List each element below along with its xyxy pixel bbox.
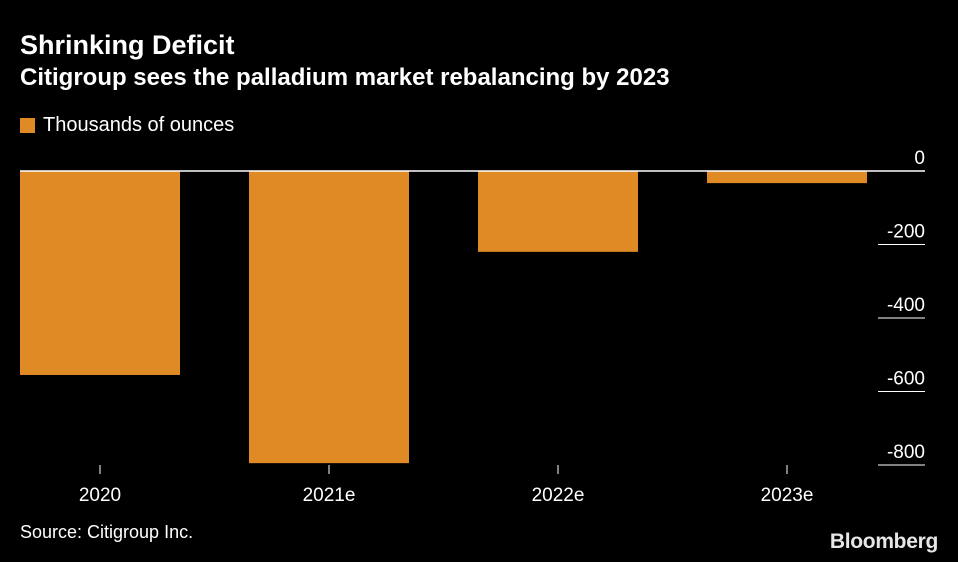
y-tick-label: -800 [887, 442, 925, 463]
y-axis: 0 -200 -400 -600 -800 [20, 148, 925, 466]
x-axis: 2020 2021e 2022e 2023e [79, 465, 814, 506]
chart-legend: Thousands of ounces [20, 113, 234, 137]
source-note: Source: Citigroup Inc. [20, 522, 194, 542]
y-tick-label: 0 [914, 148, 925, 169]
x-tick-label: 2023e [761, 485, 814, 506]
x-tick-label: 2021e [303, 485, 356, 506]
bloomberg-logo: Bloomberg [829, 530, 938, 553]
x-tick-label: 2020 [79, 485, 121, 506]
y-tick-label: -600 [887, 369, 925, 390]
bar-2023e [707, 171, 867, 184]
y-tick-label: -400 [887, 295, 925, 316]
y-tick-label: -200 [887, 222, 925, 243]
bar-2021e [249, 171, 409, 464]
chart-subtitle: Citigroup sees the palladium market reba… [20, 64, 670, 91]
bars-layer [20, 171, 867, 464]
legend-label: Thousands of ounces [43, 113, 235, 136]
bar-2022e [478, 171, 638, 252]
bar-2020 [20, 171, 180, 375]
legend-swatch [20, 117, 35, 133]
chart-title: Shrinking Deficit [20, 30, 235, 60]
x-tick-label: 2022e [532, 485, 585, 506]
